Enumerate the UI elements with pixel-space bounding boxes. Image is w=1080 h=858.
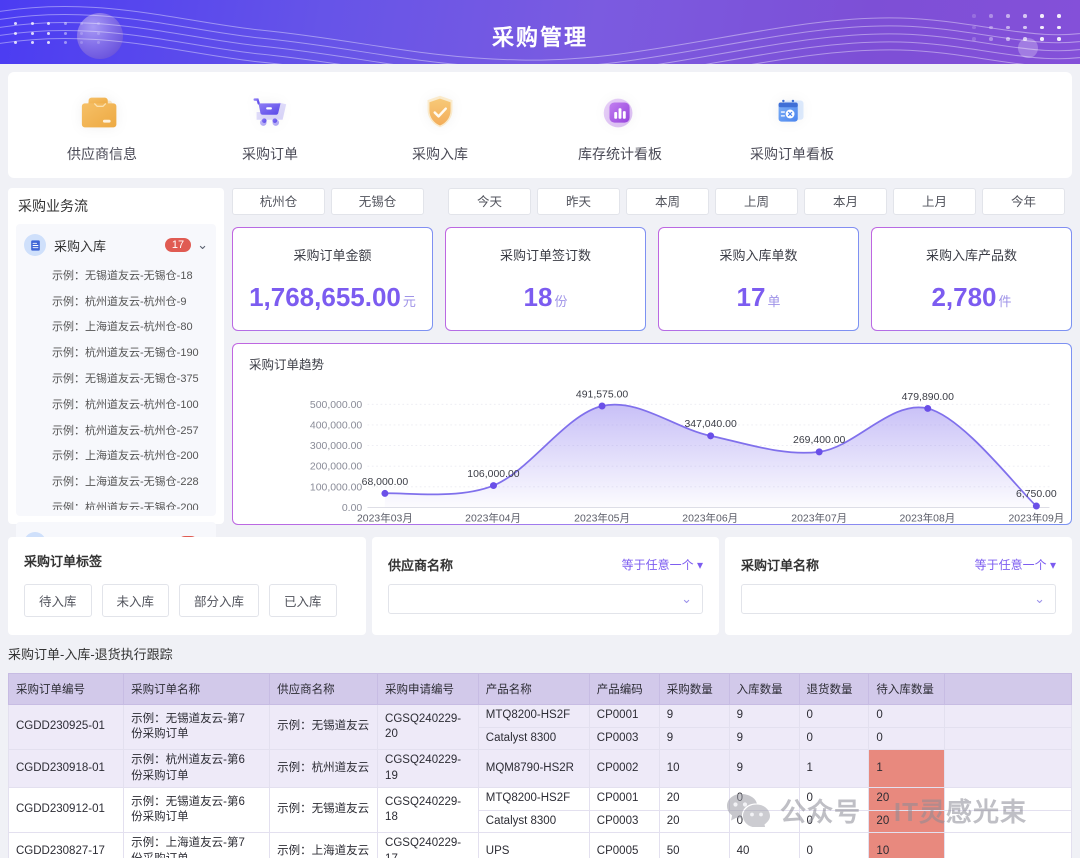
svg-text:2023年03月: 2023年03月: [357, 511, 413, 524]
svg-text:479,890.00: 479,890.00: [902, 392, 955, 403]
svg-text:500,000.00: 500,000.00: [310, 400, 363, 411]
svg-text:100,000.00: 100,000.00: [310, 482, 363, 493]
svg-text:0.00: 0.00: [342, 503, 363, 514]
svg-text:2023年04月: 2023年04月: [465, 511, 521, 524]
svg-text:2023年08月: 2023年08月: [899, 511, 955, 524]
svg-text:200,000.00: 200,000.00: [310, 462, 363, 473]
svg-text:300,000.00: 300,000.00: [310, 441, 363, 452]
svg-text:6,750.00: 6,750.00: [1016, 489, 1057, 500]
svg-text:2023年07月: 2023年07月: [791, 511, 847, 524]
svg-text:68,000.00: 68,000.00: [362, 477, 409, 488]
svg-text:2023年05月: 2023年05月: [574, 511, 630, 524]
svg-text:491,575.00: 491,575.00: [576, 390, 629, 401]
svg-text:400,000.00: 400,000.00: [310, 420, 363, 431]
svg-text:2023年06月: 2023年06月: [682, 511, 738, 524]
svg-text:106,000.00: 106,000.00: [467, 469, 520, 480]
svg-text:2023年09月: 2023年09月: [1008, 511, 1064, 524]
svg-text:269,400.00: 269,400.00: [793, 435, 846, 446]
svg-text:347,040.00: 347,040.00: [684, 419, 737, 430]
